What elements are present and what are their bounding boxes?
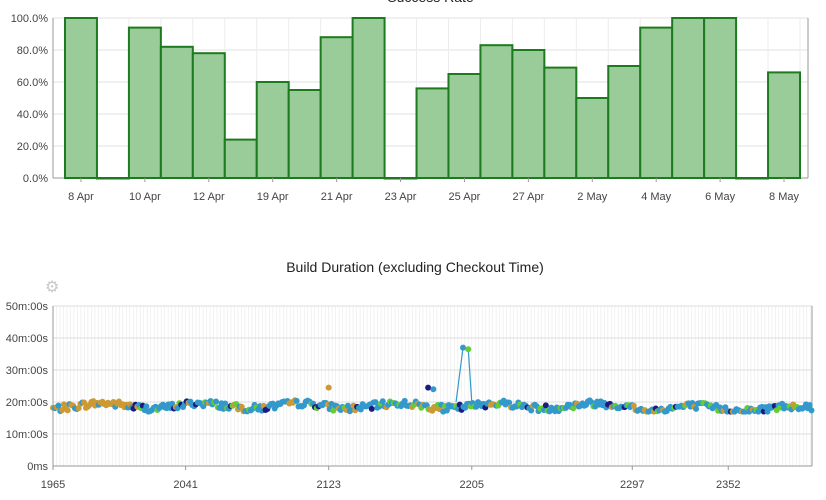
data-point (222, 400, 229, 407)
bar (127, 26, 162, 179)
data-point (806, 402, 813, 409)
bar (255, 81, 290, 179)
y-tick-label: 20m:00s (6, 397, 49, 409)
bar (287, 89, 322, 179)
y-tick-label: 10m:00s (6, 429, 49, 441)
data-point (368, 405, 375, 412)
bar (639, 26, 674, 179)
bar (767, 71, 801, 179)
x-tick-label: 21 Apr (321, 191, 353, 203)
y-tick-label: 40.0% (17, 109, 48, 121)
bar (703, 17, 738, 179)
y-tick-label: 30m:00s (6, 365, 49, 377)
y-tick-label: 80.0% (17, 45, 48, 57)
y-tick-label: 0ms (27, 461, 48, 473)
data-point (764, 408, 771, 415)
y-tick-label: 100.0% (11, 13, 49, 25)
gear-icon[interactable]: ⚙ (45, 277, 60, 296)
data-point (81, 399, 88, 406)
bar (319, 36, 354, 180)
x-tick-label: 27 Apr (512, 191, 544, 203)
x-tick-label: 2352 (716, 479, 740, 491)
data-point (570, 405, 577, 412)
data-point (64, 407, 71, 414)
data-point (213, 398, 220, 405)
data-point (372, 399, 379, 406)
bar (479, 44, 514, 180)
data-point (430, 386, 437, 393)
data-point (143, 403, 150, 410)
x-tick-label: 2205 (460, 479, 484, 491)
data-point (330, 407, 337, 414)
bar (351, 17, 386, 179)
x-tick-label: 2123 (316, 479, 340, 491)
data-point (55, 402, 62, 409)
x-tick-label: 4 May (641, 191, 671, 203)
bar (607, 65, 642, 179)
x-tick-label: 2041 (173, 479, 197, 491)
x-tick-label: 23 Apr (385, 191, 417, 203)
bar (671, 17, 706, 179)
data-point (379, 398, 386, 405)
chart-title: Build Duration (excluding Checkout Time) (286, 259, 544, 275)
x-tick-label: 25 Apr (449, 191, 481, 203)
data-point (443, 407, 450, 414)
bar (95, 177, 130, 180)
data-point (542, 402, 549, 409)
data-point (344, 402, 351, 409)
x-tick-label: 2 May (577, 191, 607, 203)
bar (575, 97, 610, 179)
bar (447, 73, 482, 179)
bar (223, 138, 258, 180)
y-tick-label: 40m:00s (6, 333, 49, 345)
data-point (630, 402, 637, 409)
data-point (401, 397, 408, 404)
y-tick-label: 60.0% (17, 77, 48, 89)
x-tick-label: 1965 (41, 479, 65, 491)
chart-title: Success Rate (387, 0, 474, 5)
spike-line (455, 346, 473, 403)
data-point (528, 407, 535, 414)
bar (191, 52, 226, 180)
data-point (460, 344, 467, 351)
data-point (238, 403, 245, 410)
x-tick-label: 12 Apr (193, 191, 225, 203)
data-point (425, 384, 432, 391)
y-tick-label: 0.0% (23, 173, 48, 185)
x-tick-label: 19 Apr (257, 191, 289, 203)
bar (511, 49, 546, 179)
data-point (693, 405, 700, 412)
data-point (293, 397, 300, 404)
y-tick-label: 50m:00s (6, 301, 49, 313)
data-point (325, 384, 332, 391)
x-tick-label: 8 May (769, 191, 799, 203)
x-tick-label: 2297 (620, 479, 644, 491)
data-point (465, 346, 472, 353)
bar (64, 17, 98, 179)
bar (735, 177, 770, 180)
bar (543, 66, 578, 179)
bar (415, 87, 450, 179)
data-point (808, 407, 815, 414)
x-tick-label: 6 May (705, 191, 735, 203)
x-tick-label: 8 Apr (68, 191, 94, 203)
x-tick-label: 10 Apr (129, 191, 161, 203)
data-point (506, 399, 513, 406)
y-tick-label: 20.0% (17, 141, 48, 153)
bar (159, 45, 194, 179)
